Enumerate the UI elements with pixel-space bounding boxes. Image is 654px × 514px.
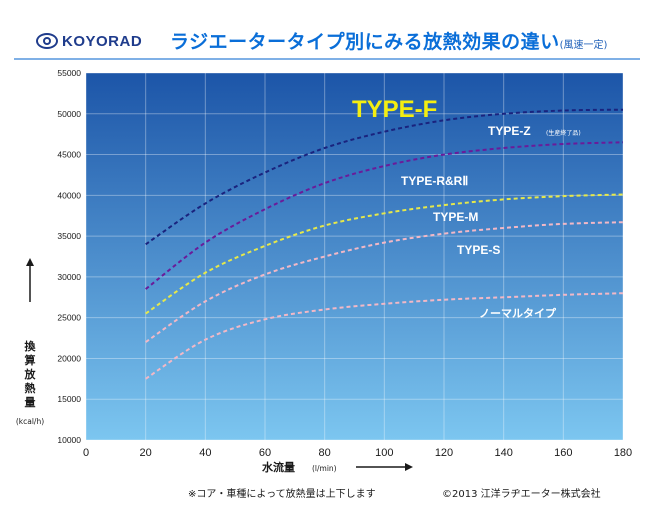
x-axis-label: 水流量 (l/min) xyxy=(262,460,413,474)
label-normal-type: ノーマルタイプ xyxy=(479,306,557,320)
y-tick-label: 55000 xyxy=(57,68,81,78)
logo-text: KOYORAD xyxy=(62,32,143,50)
series-line-0 xyxy=(145,108,624,246)
title-divider xyxy=(14,58,640,60)
series-line-1 xyxy=(145,141,624,290)
series-line-3 xyxy=(145,221,624,343)
label-type-rr2: TYPE-R&RⅡ xyxy=(401,174,468,188)
y-label-char: 換 xyxy=(25,339,37,353)
y-axis-label: 換 算 放 熱 量 (kcal/h) xyxy=(16,258,44,426)
x-label-text: 水流量 xyxy=(262,460,295,474)
chart-title: TYPE-F xyxy=(352,96,437,123)
x-tick-label: 40 xyxy=(199,447,211,459)
x-tick-label: 0 xyxy=(83,447,89,459)
label-type-m: TYPE-M xyxy=(433,210,478,224)
y-tick-label: 25000 xyxy=(57,313,81,323)
footer-note: ※コア・車種によって放熱量は上下します xyxy=(188,489,376,500)
x-tick-label: 20 xyxy=(140,447,152,459)
header: KOYORAD ラジエータータイプ別にみる放熱効果の違い(風速一定) xyxy=(0,0,654,64)
y-label-char: 熱 xyxy=(25,381,36,395)
label-type-z-note: (生産終了品) xyxy=(546,129,581,137)
y-tick-label: 30000 xyxy=(57,272,81,282)
page-title: ラジエータータイプ別にみる放熱効果の違い(風速一定) xyxy=(170,27,607,54)
x-axis-arrow-right-icon xyxy=(405,463,413,471)
koyorad-logo-icon xyxy=(36,33,58,49)
y-tick-label: 50000 xyxy=(57,109,81,119)
y-label-char: 量 xyxy=(25,396,36,409)
x-tick-label: 180 xyxy=(614,447,632,459)
y-tick-label: 45000 xyxy=(57,150,81,160)
series-line-4 xyxy=(145,292,624,380)
plot-area xyxy=(86,73,623,440)
grid-layer xyxy=(85,72,624,441)
tick-layer: 0 20 40 60 80 100 120 140 160 180 10000 15000 20000 2… xyxy=(57,68,632,459)
label-type-s: TYPE-S xyxy=(457,243,500,257)
x-tick-label: 100 xyxy=(375,447,393,459)
label-type-z: TYPE-Z xyxy=(488,124,531,138)
series-layer xyxy=(145,108,624,380)
y-axis-arrow-up-icon xyxy=(26,258,34,266)
x-tick-label: 160 xyxy=(554,447,572,459)
y-tick-label: 40000 xyxy=(57,190,81,200)
page-title-sub: (風速一定) xyxy=(559,40,608,51)
y-label-unit: (kcal/h) xyxy=(16,417,44,426)
x-label-unit: (l/min) xyxy=(312,464,337,473)
y-tick-label: 35000 xyxy=(57,231,81,241)
footer-copyright: ©2013 江洋ラヂエーター株式会社 xyxy=(442,489,601,500)
series-line-2 xyxy=(145,193,624,315)
x-tick-label: 120 xyxy=(435,447,453,459)
y-tick-label: 10000 xyxy=(57,435,81,445)
x-tick-label: 80 xyxy=(319,447,331,459)
x-tick-label: 140 xyxy=(494,447,512,459)
y-tick-label: 20000 xyxy=(57,353,81,363)
y-label-char: 算 xyxy=(24,353,36,367)
y-label-char: 放 xyxy=(24,367,37,381)
page-title-main: ラジエータータイプ別にみる放熱効果の違い xyxy=(170,31,560,53)
koyorad-logo: KOYORAD xyxy=(36,30,142,52)
y-tick-label: 15000 xyxy=(57,394,81,404)
x-tick-label: 60 xyxy=(259,447,271,459)
